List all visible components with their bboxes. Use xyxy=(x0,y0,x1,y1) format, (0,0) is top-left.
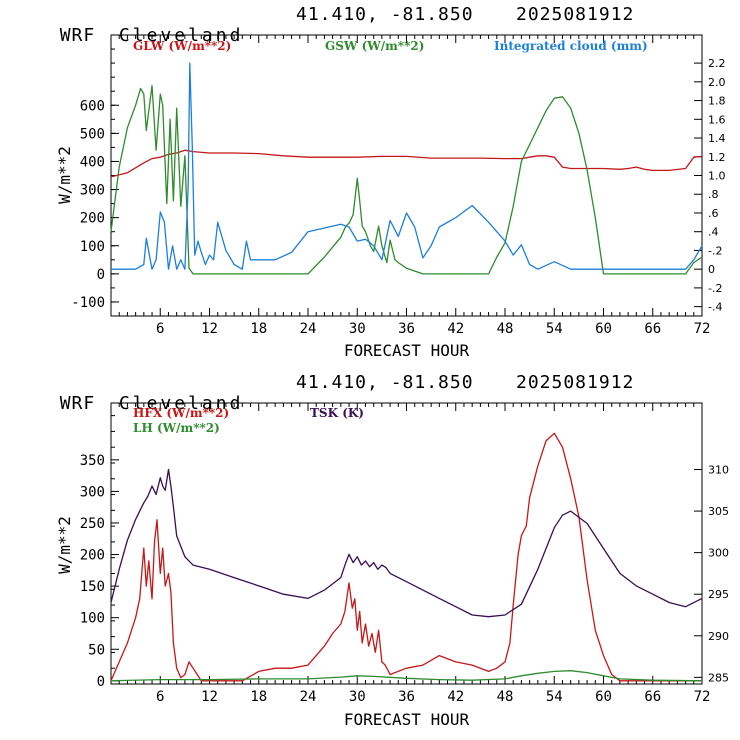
y2-tick-label: -.2 xyxy=(708,282,722,295)
y2-tick-label: 1.6 xyxy=(708,113,726,126)
x-tick-label: 18 xyxy=(250,689,267,705)
x-tick-label: 66 xyxy=(644,321,661,337)
y-axis-label: W/m**2 xyxy=(55,516,74,574)
y2-tick-label: .8 xyxy=(708,188,719,201)
y2-tick-label: 2.2 xyxy=(708,57,726,70)
y2-tick-label: 290 xyxy=(708,630,729,643)
legend-green: LH (W/m**2) xyxy=(133,421,220,435)
y-axis-label: W/m**2 xyxy=(55,146,74,204)
panel2-coords: 41.410, -81.850 xyxy=(296,372,474,393)
y2-tick-label: .4 xyxy=(708,226,719,239)
y2-tick-label: .6 xyxy=(708,207,719,220)
x-axis-label: FORECAST HOUR xyxy=(344,341,470,360)
legend-purple: TSK (K) xyxy=(310,406,364,420)
x-tick-label: 66 xyxy=(644,689,661,705)
y2-tick-label: 0 xyxy=(708,263,715,276)
y2-tick-label: -.2 xyxy=(708,244,722,257)
x-tick-label: 18 xyxy=(250,321,267,337)
y-tick-label: 100 xyxy=(80,611,105,627)
y-tick-label: 50 xyxy=(88,642,105,658)
x-tick-label: 42 xyxy=(447,321,464,337)
y-tick-label: 300 xyxy=(80,484,105,500)
y-tick-label: 350 xyxy=(80,453,105,469)
panel2-run: 2025081912 xyxy=(516,372,635,393)
y2-tick-label: 1.0 xyxy=(708,170,726,183)
plot-frame xyxy=(110,402,703,685)
y2-tick-label: 1.2 xyxy=(708,151,726,164)
panel1-run: 2025081912 xyxy=(516,4,635,25)
chart-1 xyxy=(110,34,703,317)
x-axis-label: FORECAST HOUR xyxy=(344,710,470,729)
y2-tick-label: -.4 xyxy=(708,301,722,314)
y2-tick-label: 310 xyxy=(708,464,729,477)
y2-tick-label: 1.8 xyxy=(708,95,726,108)
panel1-coords: 41.410, -81.850 xyxy=(296,4,474,25)
y-tick-label: 300 xyxy=(80,183,105,199)
x-tick-label: 48 xyxy=(497,689,514,705)
x-tick-label: 60 xyxy=(595,689,612,705)
legend-red: GLW (W/m**2) xyxy=(133,39,231,53)
x-tick-label: 30 xyxy=(349,689,366,705)
x-tick-label: 48 xyxy=(497,321,514,337)
x-tick-label: 24 xyxy=(300,321,317,337)
y2-tick-label: 1.4 xyxy=(708,132,726,145)
y-tick-label: 150 xyxy=(80,579,105,595)
y2-tick-label: 285 xyxy=(708,671,729,684)
series-line-red xyxy=(110,432,702,682)
x-tick-label: 6 xyxy=(156,321,164,337)
series-line-green xyxy=(110,670,703,682)
series-line-blue xyxy=(111,62,703,270)
x-tick-label: 72 xyxy=(694,689,711,705)
y-tick-label: 500 xyxy=(80,126,105,142)
x-tick-label: 12 xyxy=(201,321,218,337)
y-tick-label: 400 xyxy=(80,154,105,170)
x-tick-label: 54 xyxy=(546,321,563,337)
y-tick-label: 250 xyxy=(80,516,105,532)
legend-blue: Integrated cloud (mm) xyxy=(494,39,648,53)
y2-tick-label: 295 xyxy=(708,588,729,601)
x-tick-label: 54 xyxy=(546,689,563,705)
y-tick-label: 200 xyxy=(80,211,105,227)
y-tick-label: 0 xyxy=(97,674,105,690)
x-tick-label: 30 xyxy=(349,321,366,337)
x-tick-label: 42 xyxy=(447,689,464,705)
panel1-model: WRF xyxy=(59,25,96,46)
series-line-red xyxy=(110,149,703,178)
x-tick-label: 36 xyxy=(398,689,415,705)
x-tick-label: 36 xyxy=(398,321,415,337)
panel2-model: WRF xyxy=(59,393,96,414)
y2-tick-label: 2.0 xyxy=(708,76,726,89)
x-tick-label: 72 xyxy=(694,321,711,337)
y2-tick-label: 300 xyxy=(708,547,729,560)
x-tick-label: 60 xyxy=(595,321,612,337)
y2-tick-label: 305 xyxy=(708,505,729,518)
x-tick-label: 6 xyxy=(156,689,164,705)
x-tick-label: 24 xyxy=(300,689,317,705)
legend-green: GSW (W/m**2) xyxy=(325,39,424,53)
x-tick-label: 12 xyxy=(201,689,218,705)
legend-red: HFX (W/m**2) xyxy=(133,406,229,420)
y-tick-label: 200 xyxy=(80,548,105,564)
series-line-green xyxy=(110,84,703,275)
y-tick-label: -100 xyxy=(71,295,105,311)
y-tick-label: 600 xyxy=(80,98,105,114)
series-line-purple xyxy=(110,468,703,618)
y-tick-label: 0 xyxy=(97,267,105,283)
chart-2 xyxy=(110,402,703,685)
y-tick-label: 100 xyxy=(80,239,105,255)
